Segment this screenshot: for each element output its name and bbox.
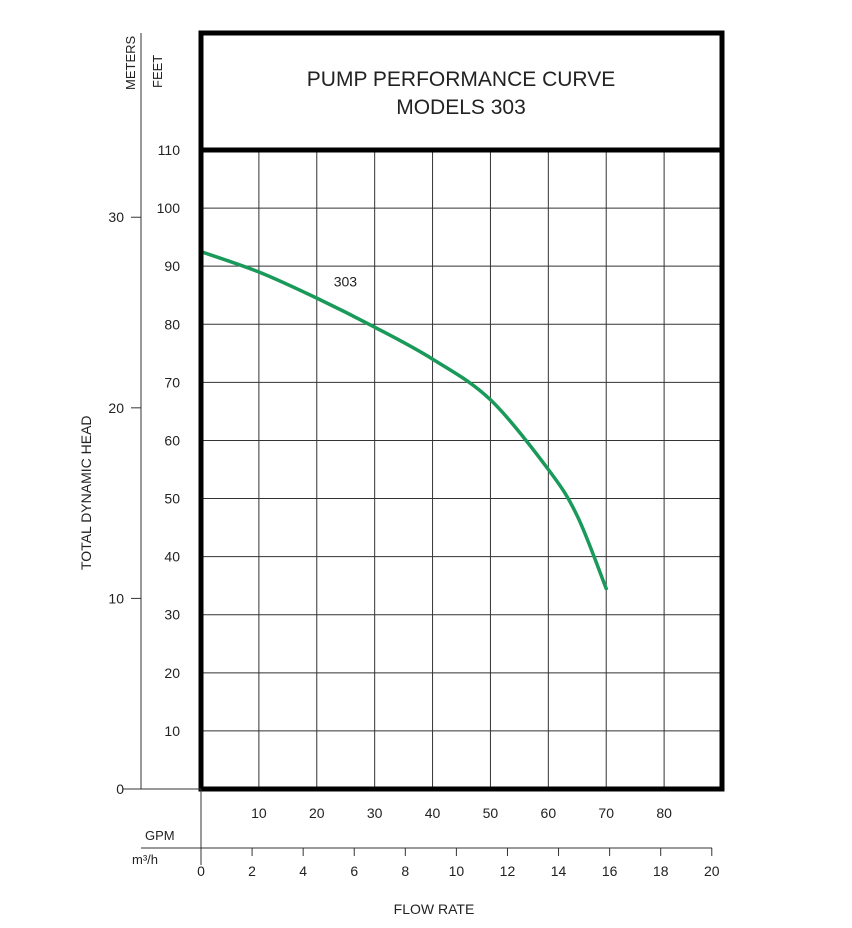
meters-tick-label: 10 xyxy=(108,590,124,606)
m3h-tick-label: 20 xyxy=(704,863,720,879)
gpm-tick-label: 40 xyxy=(425,805,441,821)
meters-tick-label: 30 xyxy=(108,209,124,225)
feet-tick-label: 110 xyxy=(158,142,181,158)
pump-curve-303 xyxy=(199,249,608,591)
feet-tick-label: 20 xyxy=(164,665,180,681)
m3h-tick-label: 2 xyxy=(248,863,256,879)
m3h-tick-label: 10 xyxy=(449,863,465,879)
y-axis-title: TOTAL DYNAMIC HEAD xyxy=(78,415,94,570)
gpm-tick-label: 70 xyxy=(598,805,614,821)
feet-tick-label: 60 xyxy=(164,432,180,448)
m3h-unit-label: m³/h xyxy=(132,852,158,867)
meters-tick-label: 20 xyxy=(108,400,124,416)
m3h-tick-label: 8 xyxy=(401,863,409,879)
feet-tick-label: 70 xyxy=(164,374,180,390)
gpm-tick-label: 30 xyxy=(367,805,383,821)
gpm-tick-label: 60 xyxy=(541,805,557,821)
gpm-tick-label: 20 xyxy=(309,805,325,821)
x-axis-title: FLOW RATE xyxy=(394,901,475,917)
feet-tick-label: 90 xyxy=(164,258,180,274)
meters-tick-label: 0 xyxy=(116,781,124,797)
gpm-tick-label: 80 xyxy=(656,805,672,821)
gpm-unit-label: GPM xyxy=(145,828,175,843)
feet-tick-label: 80 xyxy=(164,316,180,332)
chart-frame xyxy=(123,30,725,865)
gpm-tick-label: 10 xyxy=(251,805,267,821)
m3h-tick-label: 18 xyxy=(653,863,669,879)
feet-tick-label: 30 xyxy=(164,607,180,623)
chart-title-line-2: MODELS 303 xyxy=(396,96,526,119)
feet-tick-label: 50 xyxy=(164,491,180,507)
feet-tick-label: 40 xyxy=(164,549,180,565)
grid-lines xyxy=(201,150,722,789)
meters-unit-label: METERS xyxy=(123,36,138,91)
m3h-tick-label: 12 xyxy=(500,863,516,879)
m3h-tick-label: 16 xyxy=(602,863,618,879)
feet-unit-label: FEET xyxy=(150,55,165,88)
m3h-tick-label: 6 xyxy=(350,863,358,879)
m3h-tick-label: 4 xyxy=(299,863,307,879)
m3h-tick-label: 14 xyxy=(551,863,567,879)
plot-border xyxy=(198,30,725,792)
feet-tick-label: 100 xyxy=(157,200,181,216)
series-label-303: 303 xyxy=(334,274,358,290)
gpm-tick-label: 50 xyxy=(483,805,499,821)
chart-title-line-1: PUMP PERFORMANCE CURVE xyxy=(307,68,615,91)
curve-layer: 303 xyxy=(199,249,608,591)
feet-tick-label: 10 xyxy=(164,723,180,739)
m3h-tick-label: 0 xyxy=(197,863,205,879)
